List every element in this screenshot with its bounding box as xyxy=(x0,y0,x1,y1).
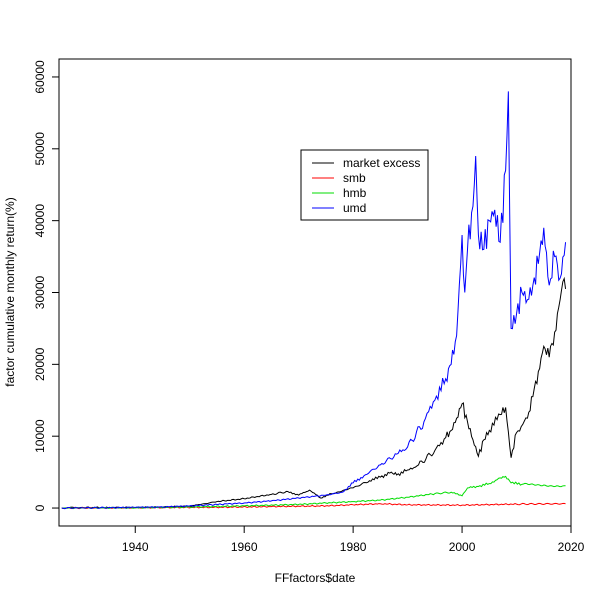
x-tick-label: 2020 xyxy=(558,540,585,554)
legend-label: umd xyxy=(343,201,366,215)
legend-label: market excess xyxy=(343,156,420,170)
x-tick-label: 1940 xyxy=(122,540,149,554)
y-tick-label: 30000 xyxy=(33,275,47,309)
y-tick-label: 10000 xyxy=(33,419,47,453)
y-tick-label: 50000 xyxy=(33,132,47,166)
y-axis: 0 10000 20000 30000 40000 50000 60000 xyxy=(33,60,60,511)
series-line-umd xyxy=(61,91,567,510)
legend-label: smb xyxy=(343,171,366,185)
legend-label: hmb xyxy=(343,186,367,200)
x-axis-label: FFfactors$date xyxy=(275,571,356,585)
y-axis-label: factor cumulative monthly return(%) xyxy=(3,197,17,386)
x-axis: 1940 1960 1980 2000 2020 xyxy=(122,525,585,554)
y-tick-label: 0 xyxy=(33,504,47,511)
series-layer xyxy=(61,91,567,510)
y-tick-label: 60000 xyxy=(33,60,47,94)
x-tick-label: 1980 xyxy=(340,540,367,554)
x-tick-label: 2000 xyxy=(449,540,476,554)
x-tick-label: 1960 xyxy=(231,540,258,554)
y-tick-label: 20000 xyxy=(33,347,47,381)
y-tick-label: 40000 xyxy=(33,204,47,238)
